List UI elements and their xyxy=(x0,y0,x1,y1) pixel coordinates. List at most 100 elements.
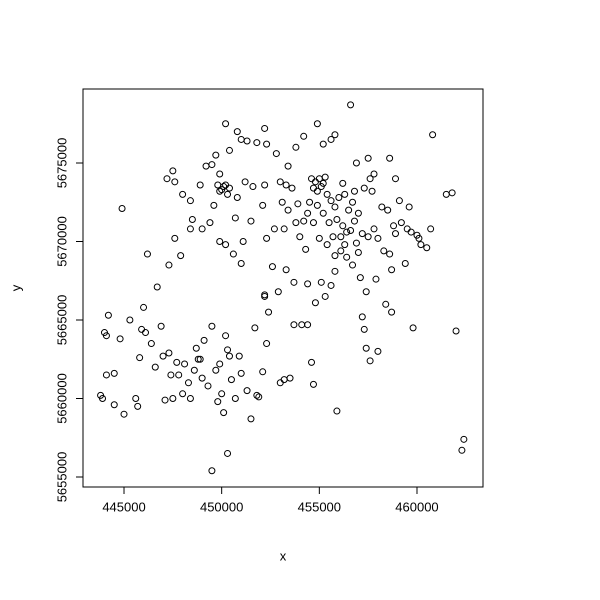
point xyxy=(315,234,323,242)
point xyxy=(388,266,396,274)
point xyxy=(362,344,370,352)
point xyxy=(325,219,333,227)
point xyxy=(339,222,347,230)
point xyxy=(331,131,339,139)
point xyxy=(214,398,222,406)
point xyxy=(102,371,110,379)
point xyxy=(255,393,263,401)
point xyxy=(100,329,108,337)
point xyxy=(274,288,282,296)
point xyxy=(165,261,173,269)
point xyxy=(198,374,206,382)
point xyxy=(331,203,339,211)
point xyxy=(306,198,314,206)
point xyxy=(251,324,259,332)
point xyxy=(263,234,271,242)
point xyxy=(159,352,167,360)
point xyxy=(331,267,339,275)
point xyxy=(423,244,431,252)
point xyxy=(290,278,298,286)
point xyxy=(313,201,321,209)
point xyxy=(327,197,335,205)
point xyxy=(241,178,249,186)
point xyxy=(261,124,269,132)
point xyxy=(225,352,233,360)
point xyxy=(233,128,241,136)
point xyxy=(167,371,175,379)
point xyxy=(169,167,177,175)
x-tick-label: 460000 xyxy=(395,499,438,514)
point xyxy=(153,283,161,291)
point xyxy=(304,209,312,217)
point xyxy=(309,219,317,227)
y-tick-label: 5660000 xyxy=(54,373,69,424)
point xyxy=(265,308,273,316)
point xyxy=(216,187,224,195)
point xyxy=(280,376,288,384)
point xyxy=(235,352,243,360)
point xyxy=(360,184,368,192)
point xyxy=(290,321,298,329)
point xyxy=(270,225,278,233)
point xyxy=(317,278,325,286)
point xyxy=(225,184,233,192)
point xyxy=(329,233,337,241)
x-tick-label: 450000 xyxy=(200,499,243,514)
point xyxy=(177,252,185,260)
point xyxy=(352,159,360,167)
point xyxy=(192,344,200,352)
point xyxy=(239,237,247,245)
point xyxy=(179,390,187,398)
point xyxy=(358,230,366,238)
point xyxy=(196,181,204,189)
point xyxy=(452,327,460,335)
point xyxy=(323,241,331,249)
point xyxy=(280,225,288,233)
point xyxy=(313,120,321,128)
point xyxy=(186,394,194,402)
point xyxy=(190,366,198,374)
point xyxy=(259,368,267,376)
point xyxy=(261,181,269,189)
point xyxy=(227,376,235,384)
point xyxy=(362,288,370,296)
point xyxy=(300,132,308,140)
point xyxy=(317,183,325,191)
point xyxy=(118,205,126,213)
point xyxy=(136,354,144,362)
point xyxy=(272,150,280,158)
point xyxy=(354,209,362,217)
point xyxy=(327,281,335,289)
point xyxy=(259,201,267,209)
point xyxy=(249,183,257,191)
point xyxy=(333,216,341,224)
point xyxy=(204,382,212,390)
point xyxy=(327,135,335,143)
point xyxy=(220,409,228,417)
point xyxy=(409,324,417,332)
plot-box xyxy=(82,88,484,488)
point xyxy=(237,259,245,267)
point xyxy=(198,225,206,233)
point xyxy=(104,311,112,319)
point xyxy=(212,151,220,159)
point xyxy=(253,391,261,399)
point xyxy=(263,340,271,348)
x-tick-label: 445000 xyxy=(102,499,145,514)
point xyxy=(370,170,378,178)
point xyxy=(339,179,347,187)
point xyxy=(372,275,380,283)
point xyxy=(110,369,118,377)
point xyxy=(358,313,366,321)
point xyxy=(218,390,226,398)
point xyxy=(304,321,312,329)
point xyxy=(366,357,374,365)
point xyxy=(229,250,237,258)
point xyxy=(442,190,450,198)
point xyxy=(300,217,308,225)
point xyxy=(143,250,151,258)
point xyxy=(208,161,216,169)
point xyxy=(282,181,290,189)
point xyxy=(263,140,271,148)
point xyxy=(216,360,224,368)
